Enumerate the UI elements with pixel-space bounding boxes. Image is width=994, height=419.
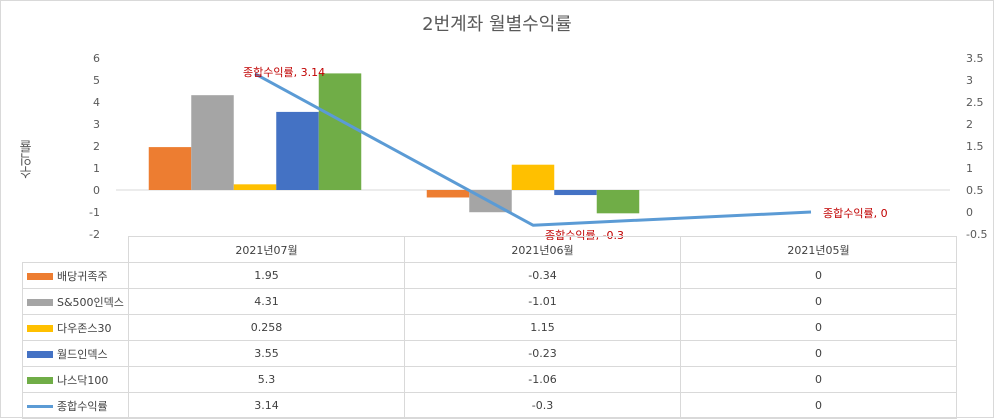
- table-cell: 1.15: [404, 314, 681, 341]
- table-header-row: 2021년07월 2021년06월 2021년05월: [22, 236, 957, 263]
- table-cell: -0.23: [404, 340, 681, 367]
- table-cell: 4.31: [128, 288, 405, 315]
- y2-tick-label: 2: [966, 118, 973, 131]
- legend-key: [27, 377, 53, 384]
- y-tick-label: -1: [89, 206, 100, 219]
- legend-entry: 종합수익률: [22, 392, 129, 419]
- legend-key: [27, 325, 53, 332]
- table-header-cell: 2021년05월: [680, 236, 957, 263]
- table-row: 월드인덱스 3.55 -0.23 0: [22, 340, 957, 367]
- legend-label: 종합수익률: [57, 399, 108, 413]
- legend-entry: S&500인덱스: [22, 288, 129, 315]
- legend-key: [27, 273, 53, 280]
- bar: [191, 95, 234, 190]
- table-row: 종합수익률 3.14 -0.3 0: [22, 392, 957, 419]
- y-tick-label: 0: [93, 184, 100, 197]
- table-corner-cell: [22, 236, 129, 263]
- data-label: 종합수익률, 0: [823, 207, 888, 220]
- y-tick-label: 1: [93, 162, 100, 175]
- chart-title: 2번계좌 월별수익률: [422, 14, 572, 35]
- table-row: 배당귀족주 1.95 -0.34 0: [22, 262, 957, 289]
- line-series: [254, 72, 812, 227]
- data-label: 종합수익률, -0.3: [545, 229, 624, 240]
- y2-tick-label: 3.5: [966, 52, 984, 65]
- table-cell: 0.258: [128, 314, 405, 341]
- legend-entry: 월드인덱스: [22, 340, 129, 367]
- table-cell: 0: [680, 314, 957, 341]
- table-header-cell: 2021년07월: [128, 236, 405, 263]
- table-cell: -1.06: [404, 366, 681, 393]
- bar: [426, 190, 470, 198]
- table-row: 다우존스30 0.258 1.15 0: [22, 314, 957, 341]
- bar: [148, 147, 192, 190]
- legend-label: 다우존스30: [57, 321, 112, 335]
- legend-key: [27, 405, 53, 408]
- table-cell: 0: [680, 392, 957, 419]
- legend-entry: 배당귀족주: [22, 262, 129, 289]
- y-tick-label: 6: [93, 52, 100, 65]
- legend-label: 나스닥100: [57, 373, 109, 387]
- bar: [554, 190, 597, 196]
- plot-area: 6 5 4 3 2 1 0 -1 -2 3.5 3 2.5 2 1.5 1 0.5 0 -0.5 종합수익률, 3.…: [89, 52, 987, 240]
- table-row: 나스닥100 5.3 -1.06 0: [22, 366, 957, 393]
- table-header-cell: 2021년06월: [404, 236, 681, 263]
- y2-tick-label: 1.5: [966, 140, 984, 153]
- legend-label: 배당귀족주: [57, 269, 108, 283]
- bar: [318, 73, 362, 190]
- y-tick-label: 3: [93, 118, 100, 131]
- legend-label: 월드인덱스: [57, 347, 108, 361]
- bar: [596, 190, 640, 214]
- table-row: S&500인덱스 4.31 -1.01 0: [22, 288, 957, 315]
- data-table: 2021년07월 2021년06월 2021년05월 배당귀족주 1.95 -0…: [22, 236, 957, 419]
- table-cell: -1.01: [404, 288, 681, 315]
- table-cell: 1.95: [128, 262, 405, 289]
- table-cell: -0.34: [404, 262, 681, 289]
- data-label: 종합수익률, 3.14: [243, 66, 325, 79]
- legend-key: [27, 299, 53, 306]
- y-tick-label: -2: [89, 228, 100, 240]
- y-tick-label: 4: [93, 96, 100, 109]
- bar: [276, 111, 319, 190]
- legend-entry: 나스닥100: [22, 366, 129, 393]
- y2-tick-label: 2.5: [966, 96, 984, 109]
- table-cell: 0: [680, 262, 957, 289]
- legend-key: [27, 351, 53, 358]
- table-cell: 0: [680, 340, 957, 367]
- table-cell: 0: [680, 288, 957, 315]
- bar: [511, 164, 555, 190]
- legend-label: S&500인덱스: [57, 295, 124, 309]
- y-tick-label: 2: [93, 140, 100, 153]
- y2-tick-label: 0: [966, 206, 973, 219]
- y2-tick-label: -0.5: [966, 228, 987, 240]
- table-cell: 3.55: [128, 340, 405, 367]
- legend-entry: 다우존스30: [22, 314, 129, 341]
- y2-tick-label: 1: [966, 162, 973, 175]
- table-cell: 3.14: [128, 392, 405, 419]
- y2-tick-label: 0.5: [966, 184, 984, 197]
- table-cell: -0.3: [404, 392, 681, 419]
- table-cell: 0: [680, 366, 957, 393]
- bar: [233, 184, 277, 190]
- y-tick-label: 5: [93, 74, 100, 87]
- y2-tick-label: 3: [966, 74, 973, 87]
- table-cell: 5.3: [128, 366, 405, 393]
